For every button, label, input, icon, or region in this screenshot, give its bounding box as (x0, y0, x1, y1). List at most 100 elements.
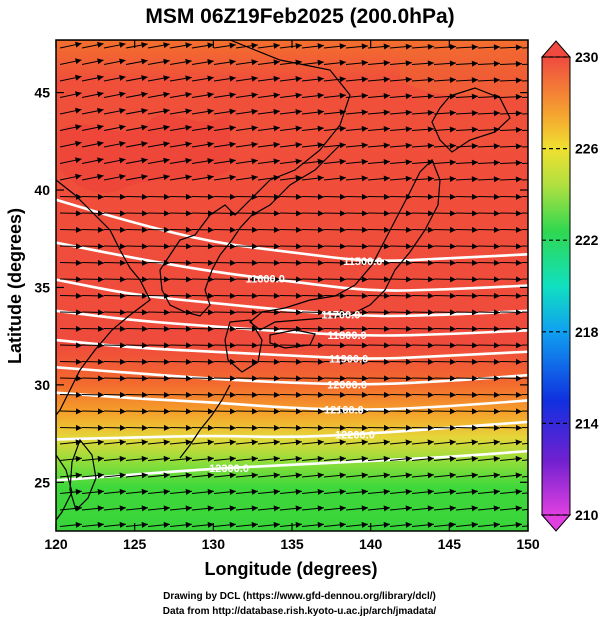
wind-arrow (345, 243, 369, 250)
y-tick-label: 25 (34, 474, 50, 490)
wind-arrow (455, 292, 479, 299)
wind-arrow (499, 77, 523, 84)
colorbar: 230 226 222 218 214 210 (540, 40, 599, 532)
wind-arrow (477, 358, 501, 365)
wind-arrow (367, 439, 390, 446)
wind-arrow (477, 505, 500, 512)
wind-arrow (279, 175, 302, 181)
wind-arrow (169, 472, 192, 479)
wind-arrow (389, 408, 413, 415)
wind-arrow (367, 126, 390, 133)
wind-arrow (455, 472, 478, 479)
wind-arrow (257, 358, 281, 365)
wind-arrow (455, 44, 478, 51)
wind-arrow (125, 342, 149, 349)
wind-arrow (301, 472, 324, 479)
wind-arrow (499, 505, 522, 512)
wind-arrow (103, 243, 127, 250)
wind-arrow (213, 472, 236, 479)
wind-arrow (345, 439, 368, 446)
wind-arrow (411, 325, 435, 332)
wind-arrow (411, 60, 434, 67)
wind-arrow (103, 488, 126, 495)
wind-arrow (213, 309, 237, 316)
wind-arrow (389, 142, 412, 149)
wind-arrow (433, 76, 456, 83)
wind-arrow (235, 391, 259, 398)
wind-arrow (323, 125, 346, 132)
wind-arrow (345, 59, 368, 66)
wind-arrow (213, 92, 236, 99)
wind-arrow (235, 276, 259, 283)
wind-arrow (103, 424, 127, 431)
wind-arrow (433, 109, 456, 116)
wind-arrow (477, 210, 501, 217)
wind-arrow (477, 110, 500, 117)
contour-label: 11900.0 (329, 353, 368, 365)
wind-arrow (191, 243, 215, 250)
wind-arrow (257, 292, 281, 299)
wind-arrow (235, 125, 258, 132)
x-tick-label: 145 (438, 536, 462, 552)
wind-arrow (477, 488, 500, 495)
wind-arrow (499, 259, 523, 266)
credit-drawing: Drawing by DCL (https://www.gfd-dennou.o… (163, 591, 436, 602)
wind-arrow (323, 276, 347, 283)
wind-arrow (169, 488, 192, 495)
wind-arrow (499, 176, 523, 183)
wind-arrow (235, 505, 258, 512)
wind-arrow (477, 439, 500, 446)
wind-arrow (323, 259, 347, 266)
wind-arrow (499, 193, 523, 200)
wind-arrow (257, 439, 280, 446)
wind-arrow (367, 193, 391, 200)
wind-arrow (81, 226, 105, 233)
wind-arrow (279, 472, 302, 479)
wind-arrow (367, 488, 390, 495)
wind-arrow (521, 212, 528, 214)
wind-arrow (477, 176, 500, 183)
wind-arrow (367, 408, 391, 415)
wind-arrow (81, 41, 104, 49)
wind-arrow (411, 43, 434, 50)
wind-arrow (213, 488, 236, 495)
wind-arrow (499, 472, 522, 479)
wind-arrow (257, 59, 280, 66)
wind-arrow (147, 58, 170, 65)
wind-arrow (103, 157, 126, 164)
wind-arrow (103, 472, 126, 479)
wind-arrow (125, 108, 148, 115)
wind-arrow (257, 375, 281, 382)
wind-arrow (367, 109, 390, 116)
wind-arrow (81, 342, 105, 349)
wind-arrow (213, 59, 236, 66)
wind-arrow (345, 158, 368, 165)
wind-arrow (301, 259, 325, 266)
wind-arrow (169, 424, 193, 431)
contour-label: 12000.0 (327, 379, 367, 391)
wind-arrow (367, 159, 390, 166)
wind-arrow (323, 193, 347, 200)
wind-arrow (103, 226, 127, 233)
wind-arrow (301, 439, 324, 446)
wind-arrow (389, 391, 413, 398)
wind-arrow (147, 174, 170, 181)
wind-arrow (455, 193, 479, 200)
x-tick-label: 125 (123, 536, 147, 552)
wind-arrow (455, 276, 479, 283)
wind-arrow (499, 126, 523, 133)
wind-arrow (433, 488, 456, 495)
wind-arrow (367, 521, 390, 528)
wind-arrow (345, 505, 368, 512)
coast-hokkaido (431, 87, 511, 153)
wind-arrow (103, 521, 126, 528)
wind-arrow (455, 93, 478, 100)
wind-arrow (257, 141, 280, 148)
wind-arrow (477, 60, 500, 67)
wind-arrow (389, 93, 412, 100)
contour-label: 12300.0 (209, 463, 249, 475)
wind-arrow (235, 174, 258, 181)
wind-arrow (477, 375, 501, 382)
wind-arrow (125, 193, 149, 200)
wind-arrow (125, 124, 148, 131)
